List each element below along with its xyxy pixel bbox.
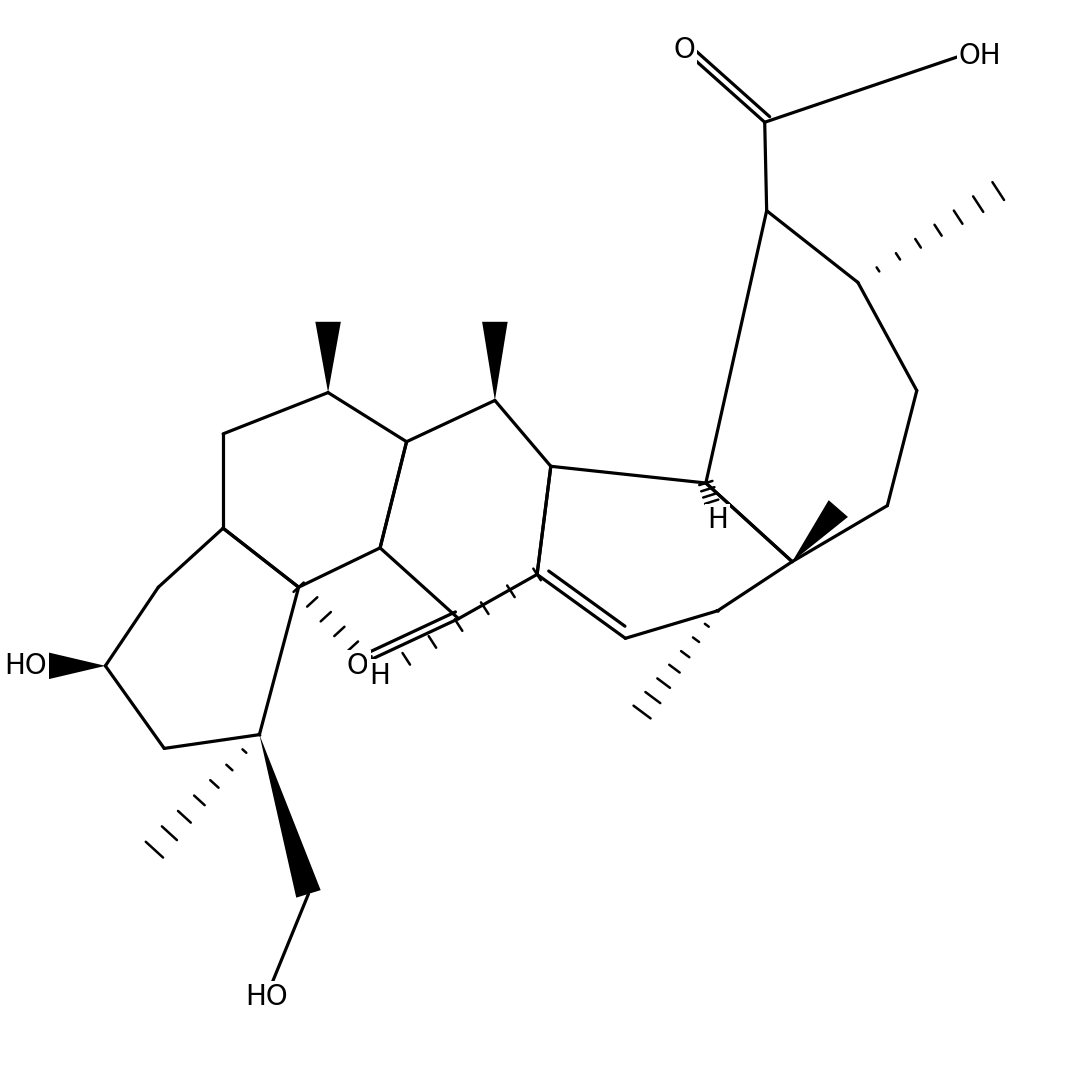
Text: O: O [673,37,695,65]
Text: HO: HO [4,651,47,679]
Text: HO: HO [245,984,287,1011]
Text: H: H [707,506,728,535]
Polygon shape [315,321,340,393]
Polygon shape [482,321,507,400]
Polygon shape [792,500,848,562]
Polygon shape [47,652,105,679]
Text: H: H [370,662,390,689]
Polygon shape [259,735,321,898]
Text: O: O [347,651,369,679]
Text: OH: OH [959,42,1002,70]
